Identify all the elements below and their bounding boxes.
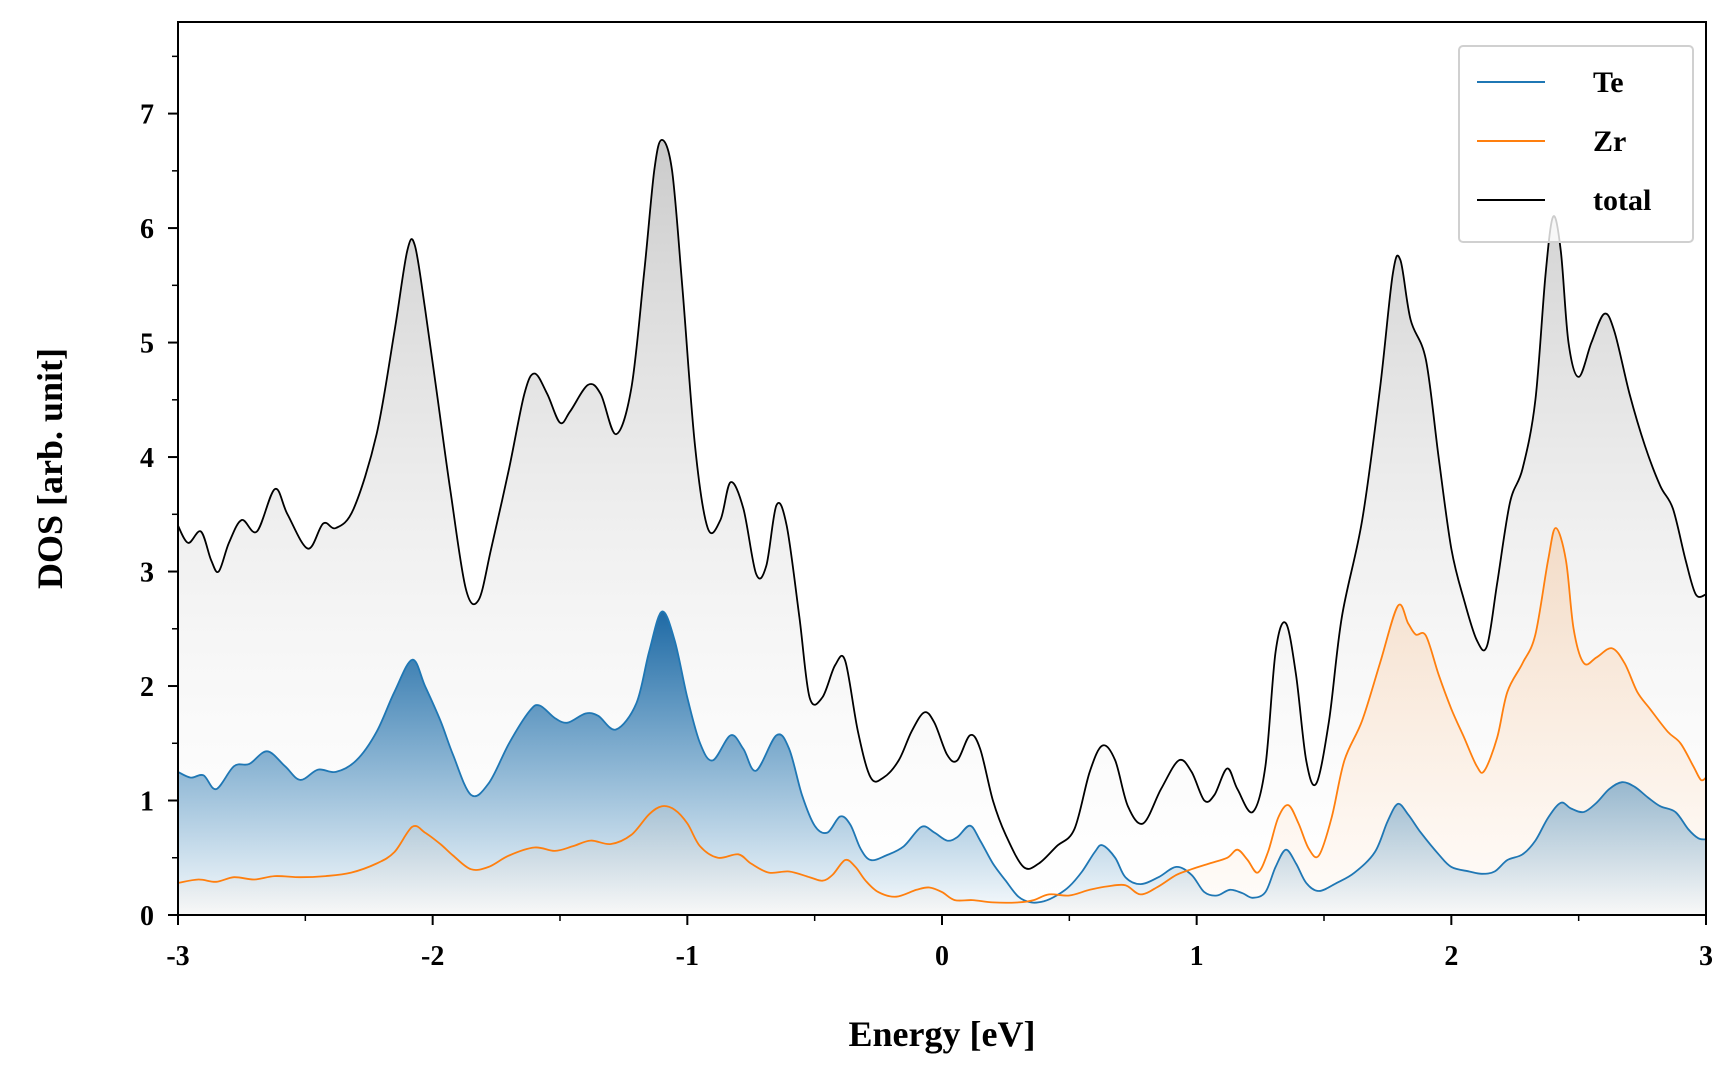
legend-label-te: Te (1593, 66, 1624, 99)
x-tick-label: -3 (166, 941, 189, 972)
y-tick-label: 0 (140, 901, 154, 932)
series-lines (177, 138, 1707, 904)
x-tick-label: -1 (676, 941, 699, 972)
series-fills (178, 139, 1706, 915)
y-tick-label: 1 (140, 787, 154, 818)
x-tick-label: 0 (935, 941, 949, 972)
y-tick-label: 7 (140, 100, 154, 131)
x-axis-ticks: -3 -2 -1 0 1 2 3 (166, 915, 1713, 972)
y-tick-label: 3 (140, 558, 154, 589)
line-te (177, 610, 1707, 904)
line-zr (177, 527, 1707, 904)
legend-box (1458, 45, 1694, 243)
y-axis-ticks: 0 1 2 3 4 5 6 7 (140, 55, 178, 932)
x-tick-label: 2 (1444, 941, 1458, 972)
y-tick-label: 6 (140, 214, 154, 245)
fill-te (178, 611, 1706, 915)
y-tick-label: 5 (140, 329, 154, 360)
y-tick-label: 4 (140, 443, 154, 474)
y-tick-label: 2 (140, 672, 154, 703)
y-axis-title: DOS [arb. unit] (30, 348, 70, 589)
legend-label-total: total (1593, 184, 1651, 217)
x-tick-label: 3 (1699, 941, 1713, 972)
x-tick-label: -2 (421, 941, 444, 972)
legend-label-zr: Zr (1593, 125, 1626, 158)
line-total (177, 138, 1707, 870)
x-tick-label: 1 (1190, 941, 1204, 972)
x-axis-title: Energy [eV] (849, 1014, 1036, 1054)
legend: Te Zr total (1458, 45, 1694, 243)
